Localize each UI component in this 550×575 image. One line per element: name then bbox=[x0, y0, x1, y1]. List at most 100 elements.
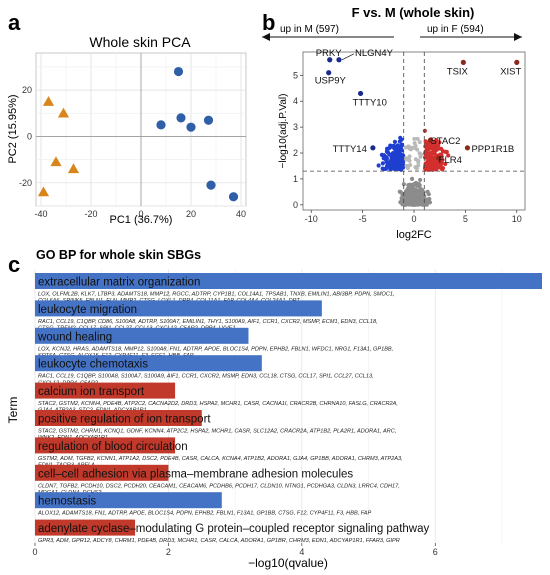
volcano-gene-label: TTTY10 bbox=[353, 97, 387, 108]
pca-point-triangle bbox=[67, 163, 80, 174]
gobp-xtick: 6 bbox=[433, 547, 438, 557]
pca-point-triangle bbox=[42, 96, 55, 106]
gobp-term-label: calcium ion transport bbox=[38, 386, 145, 398]
volcano-point-labeled bbox=[427, 137, 434, 143]
volcano-point-down bbox=[397, 157, 402, 162]
volcano-xtick: 0 bbox=[411, 214, 416, 224]
arrow-up-in-f-head bbox=[514, 33, 522, 41]
volcano-point-ns bbox=[425, 199, 431, 204]
volcano-gene-label: TTTY14 bbox=[333, 144, 367, 155]
gobp-bar bbox=[35, 464, 169, 481]
gobp-gene-list-line: STAC2, GSTM2, CHRM1, KCNQ1, GDNF, KCNN4,… bbox=[38, 429, 396, 435]
volcano-point-lowfc bbox=[418, 154, 423, 159]
pca-points bbox=[37, 66, 239, 202]
panel-a-label: a bbox=[8, 10, 21, 35]
volcano-ytick: 5 bbox=[293, 70, 298, 80]
volcano-point-up bbox=[432, 142, 438, 147]
volcano-point-ns bbox=[425, 189, 430, 194]
gobp-bars: extracellular matrix organization LOX, OL… bbox=[35, 273, 542, 544]
pca-ytick: 0 bbox=[27, 131, 32, 141]
volcano-point-down bbox=[392, 139, 398, 145]
volcano-gene-label: PPP1R1B bbox=[471, 144, 514, 155]
pca-point-circle bbox=[186, 122, 196, 132]
gobp-bar bbox=[35, 382, 176, 399]
volcano-point-lowfc bbox=[416, 159, 421, 164]
panel-b-label: b bbox=[262, 10, 275, 35]
pca-ticks: -40 -20 0 20 40 -20 0 20 bbox=[19, 85, 246, 219]
volcano-point-lowfc bbox=[408, 163, 413, 168]
volcano-point-up bbox=[432, 164, 437, 169]
gobp-bar bbox=[35, 410, 202, 426]
volcano-point-down bbox=[393, 160, 398, 165]
volcano-point-up bbox=[422, 128, 427, 133]
pca-point-circle bbox=[206, 180, 216, 190]
volcano-point-down bbox=[399, 137, 404, 142]
volcano-point-lowfc bbox=[413, 143, 418, 148]
volcano-point-ns bbox=[401, 182, 406, 187]
gobp-chart: GO BP for whole skin SBGs extracellular … bbox=[6, 248, 542, 570]
volcano-ytick: 2 bbox=[293, 148, 298, 158]
volcano-xtick: 5 bbox=[463, 214, 468, 224]
volcano-point-down bbox=[399, 148, 404, 153]
volcano-gene-label: NLGN4Y bbox=[355, 48, 394, 59]
volcano-point-lowfc bbox=[417, 140, 422, 145]
volcano-gene-label: TSIX bbox=[447, 66, 469, 77]
pca-grid bbox=[36, 53, 246, 207]
volcano-point-down bbox=[394, 146, 399, 151]
pca-point-circle bbox=[228, 192, 239, 202]
pca-point-circle bbox=[203, 115, 214, 125]
volcano-point-labeled bbox=[326, 70, 332, 76]
volcano-point-up bbox=[423, 167, 428, 172]
gobp-gene-list: ALOX12, ADAMTS18, FN1, ADTRP, APOE, BLOC… bbox=[37, 511, 372, 517]
gobp-ticks: 0 2 4 6 bbox=[32, 543, 438, 557]
pca-point-circle bbox=[173, 66, 184, 77]
volcano-gene-label: FLR4 bbox=[439, 155, 462, 166]
volcano-gene-label: PRKY bbox=[316, 48, 343, 59]
volcano-ylabel: −log10(adj.P.Val) bbox=[278, 94, 289, 169]
volcano-ytick: 3 bbox=[293, 122, 298, 132]
gobp-term-label: positive regulation of ion transport bbox=[38, 414, 211, 426]
volcano-point-down bbox=[379, 152, 385, 157]
gobp-xtick: 2 bbox=[166, 547, 171, 557]
volcano-point-labeled bbox=[327, 57, 333, 63]
arrow-up-in-m-head bbox=[262, 33, 270, 41]
up-in-m-label: up in M (597) bbox=[280, 24, 339, 35]
gobp-ylabel: Term bbox=[6, 397, 20, 424]
gobp-gene-list-line: GSTM2, ADM, TGFB2, KCNN1, ATP1A2, DSC2, … bbox=[38, 456, 403, 462]
volcano-point-lowfc bbox=[415, 136, 420, 141]
gobp-term-label: wound healing bbox=[37, 331, 112, 343]
volcano-point-up bbox=[426, 156, 431, 161]
volcano-point-ns bbox=[418, 177, 423, 183]
volcano-point-ns bbox=[409, 176, 415, 181]
volcano-point-up bbox=[426, 145, 431, 150]
gobp-bar bbox=[35, 273, 542, 289]
volcano-point-lowfc bbox=[405, 156, 410, 161]
volcano-ytick: 0 bbox=[293, 200, 298, 210]
gobp-bar bbox=[35, 300, 322, 317]
volcano-point-lowfc bbox=[415, 147, 420, 152]
volcano-point-labeled bbox=[514, 59, 520, 65]
gobp-term-label: leukocyte chemotaxis bbox=[38, 359, 148, 371]
gobp-gene-list: GPR3, ADM, GPR12, ADCY8, CHRM1, PDE4B, D… bbox=[38, 538, 400, 544]
pca-ytick: -20 bbox=[19, 178, 32, 188]
volcano-point-down bbox=[399, 142, 404, 147]
panel-c-label: c bbox=[8, 252, 20, 277]
volcano-point-lowfc bbox=[417, 151, 422, 156]
volcano-point-down bbox=[382, 155, 387, 160]
gobp-xtick: 0 bbox=[32, 547, 37, 557]
volcano-point-up bbox=[427, 160, 432, 165]
volcano-point-up bbox=[436, 146, 441, 151]
pca-ytick: 20 bbox=[22, 85, 32, 95]
volcano-point-up bbox=[439, 166, 444, 171]
gobp-term-label: regulation of blood circulation bbox=[38, 441, 188, 453]
volcano-point-down bbox=[381, 166, 386, 172]
gobp-gene-list-line: RAC1, CCL19, C1QBP, CD86, S100A8, ADTRP,… bbox=[38, 319, 378, 325]
volcano-xtick: -10 bbox=[305, 214, 318, 224]
gobp-gene-list-line: LOX, KCNJ2, HRAS, ADAMTS18, MMP12, S100A… bbox=[38, 346, 393, 352]
volcano-point-down bbox=[376, 163, 381, 168]
gobp-term-label: extracellular matrix organization bbox=[38, 277, 200, 289]
volcano-point-labeled bbox=[357, 90, 364, 97]
volcano-ytick: 1 bbox=[293, 174, 298, 184]
gobp-gene-list-line: STAC2, GSTM2, KCNN4, PDE4B, ATP2C2, CACN… bbox=[38, 401, 398, 407]
volcano-point-up bbox=[446, 153, 451, 158]
